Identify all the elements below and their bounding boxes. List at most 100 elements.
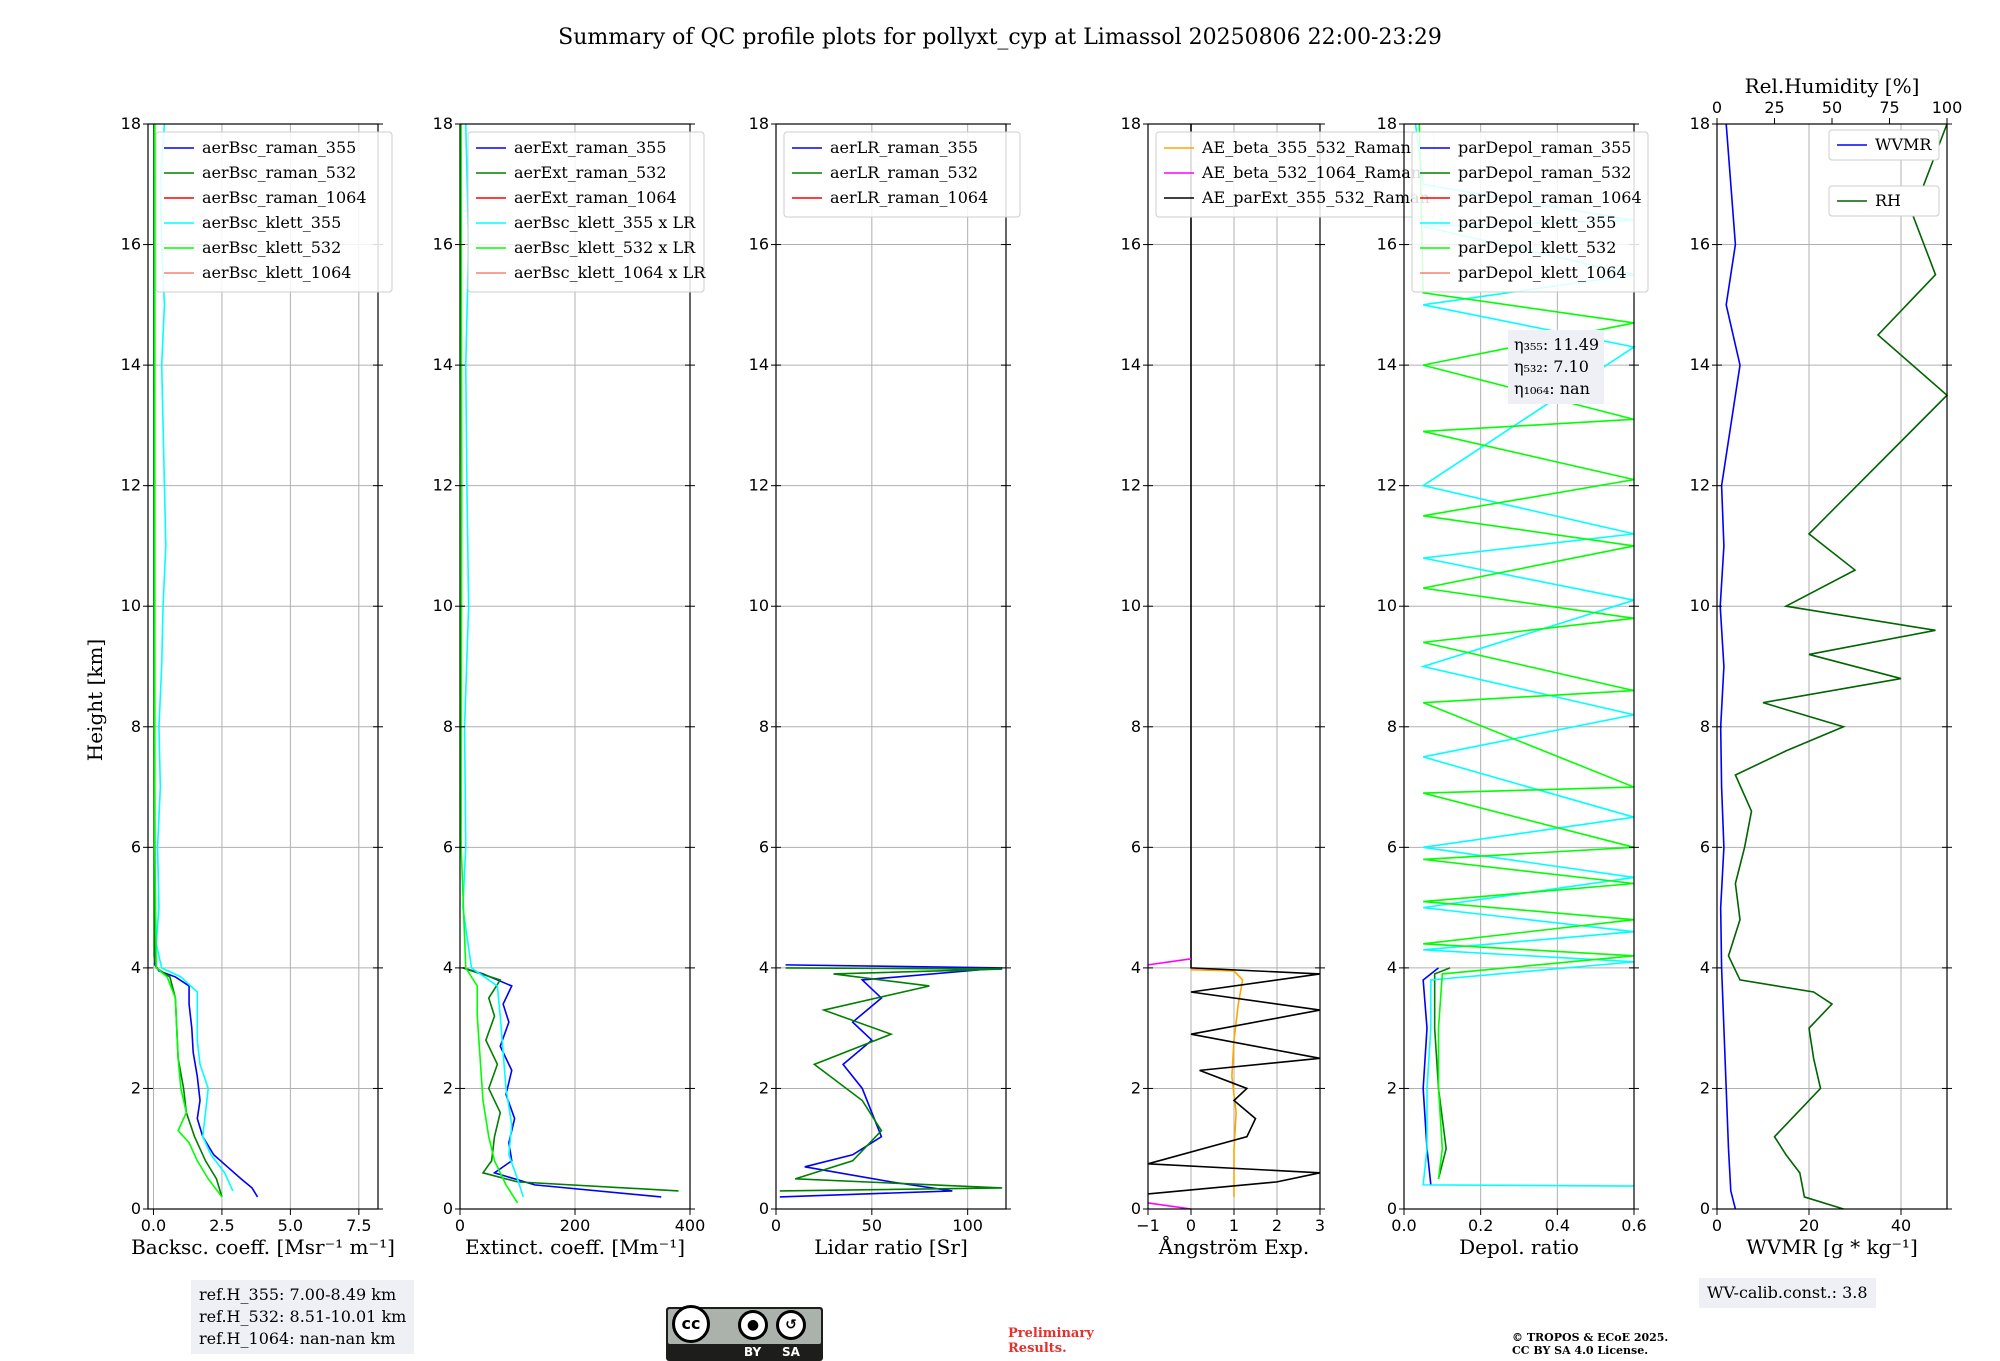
copyright-line-1: © TROPOS & ECoE 2025. [1512,1331,1669,1344]
cc-icon: cc [672,1305,710,1343]
series-line-ext-4 [460,123,519,1204]
legend-label-depol-3: parDepol_klett_355 [1458,213,1616,232]
series-line-depol-1 [1433,967,1451,1180]
x2tick-label-1: 25 [1764,98,1784,117]
ytick-label-depol-4: 4 [1387,958,1397,977]
ytick-label-wv-0: 0 [1700,1199,1710,1218]
xtick-label-bsc-1: 2.5 [209,1216,234,1235]
xtick-label-ae-3: 2 [1272,1216,1282,1235]
series-line-bsc-0 [153,123,259,1198]
xtick-label-wv-0: 0 [1712,1216,1722,1235]
legend-label-bsc-1: aerBsc_raman_532 [202,163,356,182]
legend-label-ext-2: aerExt_raman_1064 [514,188,677,207]
xtick-label-ext-1: 200 [560,1216,591,1235]
ytick-label-depol-8: 8 [1387,717,1397,736]
legend-label-ext-0: aerExt_raman_355 [514,138,667,157]
legend-label-depol-5: parDepol_klett_1064 [1458,263,1627,282]
legend-label-ae-1: AE_beta_532_1064_Raman [1201,163,1421,182]
xtick-label-depol-3: 0.6 [1621,1216,1646,1235]
ytick-label-bsc-6: 6 [131,837,141,856]
eta-annotation-2: η₁₀₆₄: nan [1514,379,1590,398]
ytick-label-ae-16: 16 [1121,235,1141,254]
legend-label-wv-1: RH [1875,191,1901,210]
sa-label: SA [782,1345,800,1359]
legend-box-0 [1828,129,1940,161]
ytick-label-bsc-14: 14 [121,355,141,374]
ytick-label-wv-8: 8 [1700,717,1710,736]
ytick-label-bsc-2: 2 [131,1078,141,1097]
legend-label-ext-1: aerExt_raman_532 [514,163,667,182]
x-axis-label-lr: Lidar ratio [Sr] [814,1235,968,1259]
ytick-label-wv-2: 2 [1700,1078,1710,1097]
ytick-label-bsc-0: 0 [131,1199,141,1218]
ytick-label-ae-12: 12 [1121,476,1141,495]
xtick-label-wv-2: 40 [1891,1216,1911,1235]
ytick-label-ae-2: 2 [1131,1078,1141,1097]
xtick-label-bsc-3: 7.5 [346,1216,371,1235]
xtick-label-lr-0: 0 [771,1216,781,1235]
ytick-label-wv-6: 6 [1700,837,1710,856]
plot-frame-bsc [147,123,379,1210]
plot-frame-depol [1403,123,1635,1210]
x-axis-label-wv: WVMR [g * kg⁻¹] [1746,1235,1918,1259]
legend-label-bsc-5: aerBsc_klett_1064 [202,263,351,282]
series-line-lr-0 [779,964,1003,1198]
ytick-label-ext-0: 0 [443,1199,453,1218]
x-axis-label-bsc: Backsc. coeff. [Msr⁻¹ m⁻¹] [131,1235,395,1259]
ytick-label-ae-6: 6 [1131,837,1141,856]
ytick-label-ae-18: 18 [1121,114,1141,133]
series-line-wv-0 [1719,123,1741,1210]
ytick-label-bsc-8: 8 [131,717,141,736]
ytick-label-depol-6: 6 [1387,837,1397,856]
xtick-label-ae-1: 0 [1186,1216,1196,1235]
xtick-label-lr-2: 100 [952,1216,983,1235]
legend-label-bsc-4: aerBsc_klett_532 [202,238,341,257]
ytick-label-ext-8: 8 [443,717,453,736]
x2-axis-label: Rel.Humidity [%] [1745,74,1920,98]
legend-box-bsc [155,131,393,293]
xtick-label-bsc-0: 0.0 [141,1216,166,1235]
legend-label-ae-2: AE_parExt_355_532_Raman [1201,188,1430,207]
ytick-label-ext-2: 2 [443,1078,453,1097]
legend-label-ae-0: AE_beta_355_532_Raman [1201,138,1411,157]
legend-label-depol-0: parDepol_raman_355 [1458,138,1631,157]
legend-label-bsc-2: aerBsc_raman_1064 [202,188,367,207]
figure-title: Summary of QC profile plots for pollyxt_… [558,25,1442,50]
xtick-label-depol-0: 0.0 [1391,1216,1416,1235]
xtick-label-bsc-2: 5.0 [278,1216,303,1235]
series-line-ae-3 [1147,958,1192,966]
y-axis-label: Height [km] [83,639,107,761]
ytick-label-wv-18: 18 [1690,114,1710,133]
ytick-label-lr-8: 8 [759,717,769,736]
panel-depol: 0 2 4 6 8 10 12 14 16 18 0.0 0.2 0.4 0.6 Depol. ratio p… [1377,114,1649,1259]
ytick-label-depol-18: 18 [1377,114,1397,133]
legend-box-lr [783,131,1021,218]
legend-label-lr-2: aerLR_raman_1064 [830,188,988,207]
ytick-label-ext-4: 4 [443,958,453,977]
ytick-label-wv-10: 10 [1690,596,1710,615]
series-line-ae-1 [1147,1202,1192,1210]
ytick-label-lr-6: 6 [759,837,769,856]
series-line-wv-1 [1727,123,1949,1210]
plot-frame-lr [775,123,1007,1210]
series-line-bsc-4 [154,124,223,1198]
series-line-ae-0 [1190,968,1244,1197]
reference-height-box: ref.H_355: 7.00-8.49 km ref.H_532: 8.51-… [191,1280,415,1354]
ytick-label-ext-10: 10 [433,596,453,615]
x2tick-label-0: 0 [1712,98,1722,117]
x-axis-label-ae: Ångström Exp. [1158,1234,1309,1259]
ytick-label-depol-16: 16 [1377,235,1397,254]
ytick-label-depol-12: 12 [1377,476,1397,495]
legend-label-bsc-3: aerBsc_klett_355 [202,213,341,232]
legend-box-depol [1411,131,1649,293]
ytick-label-ext-6: 6 [443,837,453,856]
legend-label-ext-4: aerBsc_klett_532 x LR [514,238,696,257]
series-line-ext-1 [462,967,679,1192]
ytick-label-bsc-10: 10 [121,596,141,615]
xtick-label-depol-2: 0.4 [1545,1216,1570,1235]
legend-label-lr-0: aerLR_raman_355 [830,138,978,157]
ytick-label-lr-14: 14 [749,355,769,374]
